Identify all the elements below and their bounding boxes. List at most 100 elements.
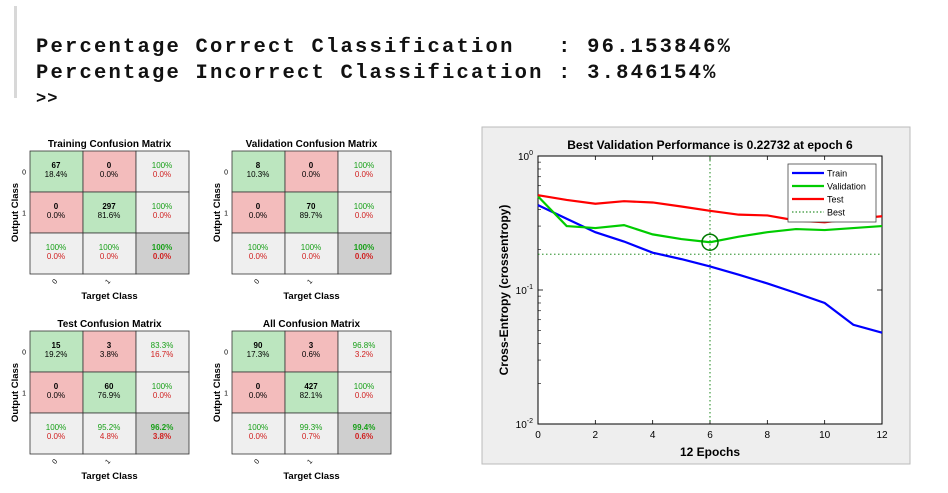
x-axis-label: Target Class [81,471,137,482]
matrix-cell [82,330,137,373]
matrix-cell [82,191,137,234]
matrix-cell [29,191,84,234]
cell-value: 96.8% [353,341,376,350]
x-axis-label: Target Class [81,291,137,302]
cell-value: 427 [304,382,318,391]
cell-percent: 3.8% [153,432,171,441]
cell-value: 70 [307,202,316,211]
validation-line [537,195,883,244]
train-line [537,204,883,334]
cell-percent: 0.0% [355,170,373,179]
cell-percent: 0.0% [302,252,320,261]
cell-value: 8 [256,161,261,170]
console-correct-line: Percentage Correct Classification : 96.1… [36,36,733,59]
cell-value: 67 [52,161,61,170]
cell-percent: 0.7% [302,432,320,441]
x-tick-label: 4 [650,430,656,441]
matrix-cell [135,412,190,455]
cell-value: 100% [248,423,268,432]
x-tick-label: 2 [593,430,599,441]
row-tick-label: 1 [224,391,228,398]
cell-value: 0 [107,161,112,170]
matrix-title: Validation Confusion Matrix [246,139,378,150]
matrix-cell [135,371,190,414]
legend-label: Test [827,195,844,205]
cell-percent: 0.6% [302,350,320,359]
cell-percent: 18.4% [45,170,68,179]
cell-value: 0 [256,382,261,391]
col-tick-label: 1 [306,278,314,286]
x-axis-label: 12 Epochs [680,445,740,459]
cell-value: 100% [152,161,172,170]
matrix-cell [284,330,339,373]
matrix-cell [231,232,286,275]
cell-value: 100% [99,243,119,252]
row-tick-label: 0 [22,170,26,177]
cell-percent: 0.0% [355,391,373,400]
cell-value: 100% [354,202,374,211]
cell-percent: 0.0% [249,211,267,220]
cell-percent: 0.0% [100,170,118,179]
matrix-cell [231,150,286,193]
plot-title: Best Validation Performance is 0.22732 a… [567,138,853,152]
matrix-cell [337,412,392,455]
matrix-cell [284,232,339,275]
cell-value: 99.3% [300,423,323,432]
cell-percent: 0.0% [47,211,65,220]
legend-label: Validation [827,182,866,192]
cell-percent: 16.7% [151,350,174,359]
y-axis-label: Output Class [212,363,223,422]
confusion-matrix-2: Validation Confusion Matrix810.3%00.0%10… [212,139,392,302]
cell-percent: 0.0% [47,391,65,400]
row-tick-label: 1 [22,391,26,398]
matrix-cell [29,330,84,373]
row-tick-label: 0 [22,350,26,357]
confusion-matrix-3: Test Confusion Matrix1519.2%33.8%83.3%16… [10,319,190,482]
confusion-matrix-1: Training Confusion Matrix6718.4%00.0%100… [10,139,190,302]
cell-value: 100% [46,243,66,252]
matrix-cell [29,232,84,275]
confusion-matrix-4: All Confusion Matrix9017.3%30.6%96.8%3.2… [212,319,392,482]
matrix-cell [82,412,137,455]
cell-value: 0 [54,202,59,211]
matrix-cell [284,191,339,234]
cell-percent: 19.2% [45,350,68,359]
matrix-cell [337,232,392,275]
matrix-cell [29,150,84,193]
row-tick-label: 1 [22,211,26,218]
y-tick-label: 100 [518,150,533,163]
cell-value: 3 [309,341,314,350]
cell-percent: 0.0% [249,391,267,400]
cell-percent: 0.0% [249,252,267,261]
x-tick-label: 10 [819,430,831,441]
console-incorrect-line: Percentage Incorrect Classification : 3.… [36,62,718,85]
cell-percent: 0.0% [100,252,118,261]
cell-percent: 76.9% [98,391,121,400]
col-tick-label: 1 [104,278,112,286]
cell-percent: 0.0% [355,211,373,220]
console-gutter [14,6,17,98]
row-tick-label: 0 [224,350,228,357]
console-prompt[interactable]: >> [36,90,59,109]
matrix-cell [135,330,190,373]
cell-value: 100% [354,243,374,252]
cell-percent: 0.0% [47,432,65,441]
x-tick-label: 6 [707,430,713,441]
cell-value: 297 [102,202,116,211]
cell-value: 60 [105,382,114,391]
cell-percent: 0.6% [355,432,373,441]
cell-value: 83.3% [151,341,174,350]
matrix-cell [135,232,190,275]
col-tick-label: 1 [104,458,112,466]
cell-value: 99.4% [353,423,376,432]
matrix-cell [82,150,137,193]
cell-value: 100% [152,243,172,252]
cell-value: 0 [309,161,314,170]
y-tick-label: 10-2 [516,418,533,431]
y-axis-label: Output Class [10,183,21,242]
col-tick-label: 1 [306,458,314,466]
x-axis-label: Target Class [283,471,339,482]
cell-percent: 0.0% [249,432,267,441]
cell-percent: 0.0% [355,252,373,261]
cell-percent: 89.7% [300,211,323,220]
